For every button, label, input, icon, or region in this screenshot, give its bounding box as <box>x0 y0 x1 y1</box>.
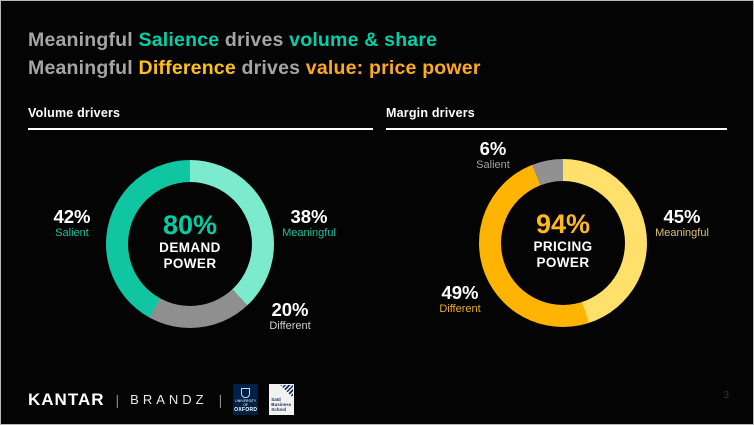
demand-different-label: Different <box>269 320 311 332</box>
said-logo-text: Saïd Business School <box>271 397 291 412</box>
slide-title: Meaningful Salience drives volume & shar… <box>28 26 481 82</box>
pricing-power-value: 94% <box>535 209 591 239</box>
margin-drivers-heading: Margin drivers <box>386 106 475 120</box>
demand-power-center: 80% DEMAND POWER <box>106 157 274 325</box>
demand-salient-label: Salient <box>55 227 89 239</box>
demand-meaningful-value: 38% <box>290 206 328 227</box>
kantar-logo: KANTAR <box>28 389 105 409</box>
oxford-crest-icon <box>241 388 251 398</box>
said-business-school-logo: Saïd Business School <box>269 384 295 415</box>
footer: KANTAR | BRANDZ | UNIVERSITY OF OXFORD S… <box>28 384 295 415</box>
title-word-difference: Difference <box>138 57 236 79</box>
pricing-meaningful-value: 45% <box>663 206 701 227</box>
pricing-power-label-line1: PRICING <box>533 239 593 254</box>
volume-drivers-rule <box>28 128 373 130</box>
demand-power-donut-hole <box>128 182 252 306</box>
title-line-1: Meaningful Salience drives volume & shar… <box>28 26 481 54</box>
demand-meaningful-callout: 38% Meaningful <box>271 207 347 240</box>
oxford-university-text: UNIVERSITY OF <box>235 399 257 407</box>
pricing-meaningful-label: Meaningful <box>655 227 709 239</box>
brandz-logo: BRANDZ <box>130 392 208 407</box>
pricing-salient-label: Salient <box>476 159 510 171</box>
title-word-volume-share: volume & share <box>289 29 438 51</box>
pricing-meaningful-callout: 45% Meaningful <box>644 207 720 240</box>
said-line2: Business <box>271 402 292 407</box>
title-word: drives <box>235 57 306 79</box>
demand-power-label-line2: POWER <box>163 256 217 271</box>
footer-divider: | <box>218 391 223 408</box>
pricing-salient-value: 6% <box>479 138 507 159</box>
page-number: 3 <box>723 390 729 401</box>
oxford-logo: UNIVERSITY OF OXFORD <box>233 384 259 415</box>
demand-salient-callout: 42% Salient <box>34 207 110 240</box>
oxford-name-text: OXFORD <box>234 407 258 413</box>
pricing-different-label: Different <box>439 303 481 315</box>
said-line3: School <box>271 407 287 412</box>
demand-salient-value: 42% <box>53 206 91 227</box>
demand-different-value: 20% <box>271 299 309 320</box>
volume-drivers-heading: Volume drivers <box>28 106 121 120</box>
footer-divider: | <box>115 391 120 408</box>
pricing-power-center: 94% PRICING POWER <box>479 156 647 324</box>
demand-different-callout: 20% Different <box>252 300 328 333</box>
title-word-salience: Salience <box>138 29 220 51</box>
title-word-price-power: value: price power <box>305 57 481 79</box>
pricing-different-value: 49% <box>441 282 479 303</box>
title-line-2: Meaningful Difference drives value: pric… <box>28 54 481 82</box>
title-word: Meaningful <box>28 57 139 79</box>
pricing-power-label-line2: POWER <box>536 255 590 270</box>
title-word: Meaningful <box>28 29 139 51</box>
demand-power-donut <box>106 160 274 328</box>
pricing-different-callout: 49% Different <box>422 283 498 316</box>
pricing-power-donut <box>479 159 647 327</box>
demand-meaningful-label: Meaningful <box>282 227 336 239</box>
margin-drivers-rule <box>386 128 727 130</box>
title-word: drives <box>219 29 290 51</box>
pricing-power-donut-hole <box>501 181 625 305</box>
demand-power-label-line1: DEMAND <box>159 240 221 255</box>
demand-power-value: 80% <box>162 210 218 240</box>
pricing-salient-callout: 6% Salient <box>455 139 531 172</box>
said-line1: Saïd <box>271 397 281 402</box>
